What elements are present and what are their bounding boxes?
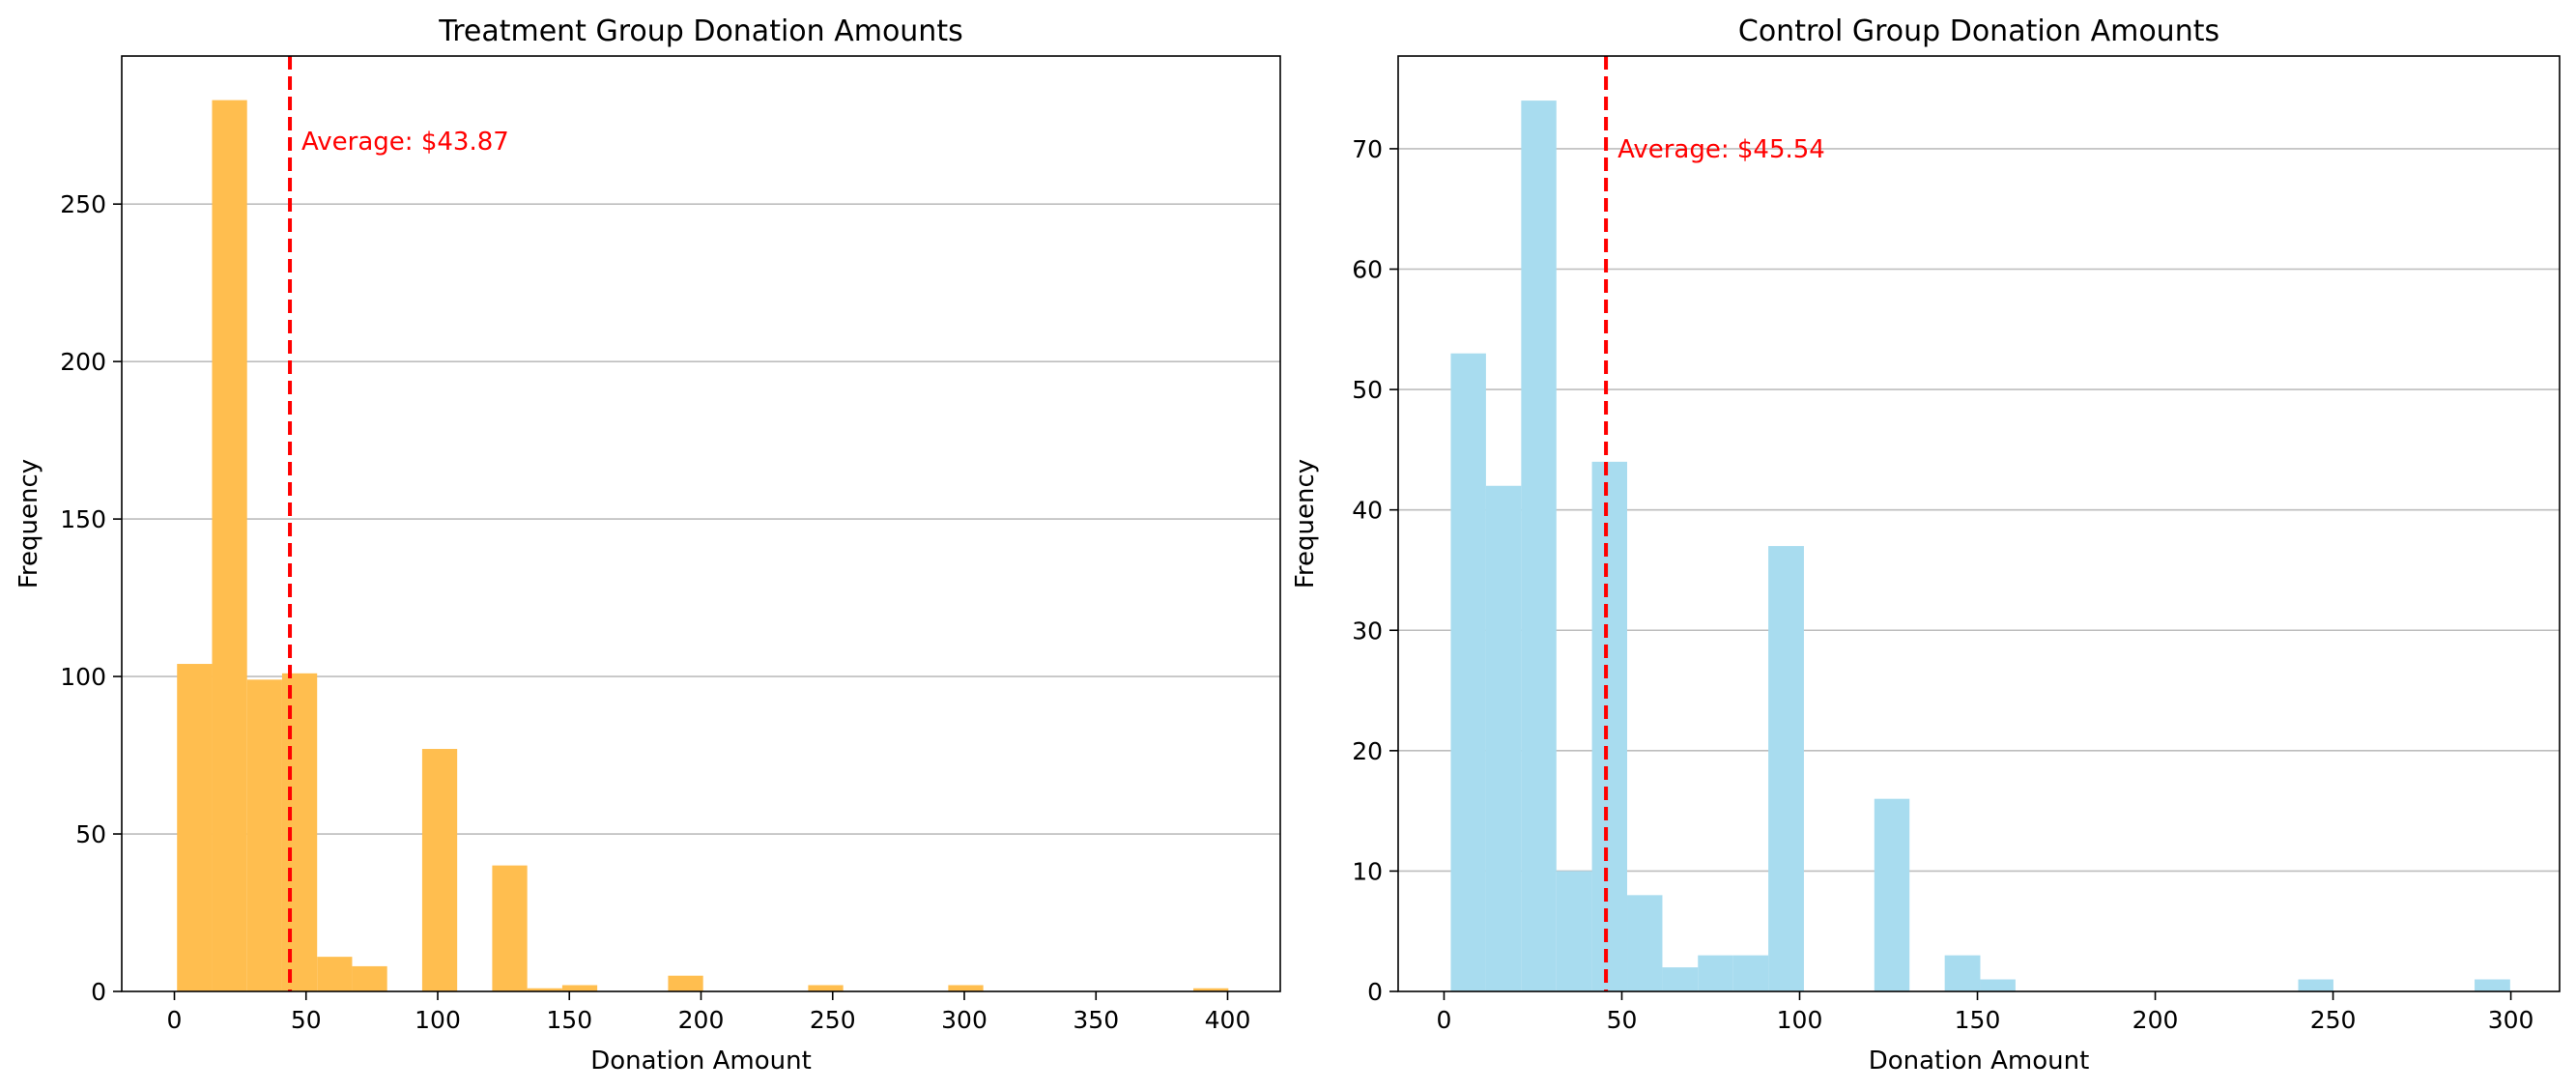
x-tick-label: 150 (546, 1006, 592, 1034)
y-axis-label: Frequency (1291, 459, 1320, 588)
histogram-bar (317, 957, 353, 991)
y-tick-label: 40 (1352, 497, 1383, 525)
histogram-bar (421, 749, 458, 991)
histogram-bar (1980, 979, 2016, 991)
x-tick-label: 200 (678, 1006, 725, 1034)
histogram-bar (2475, 979, 2510, 991)
chart-title: Treatment Group Donation Amounts (438, 14, 962, 48)
y-tick-label: 150 (60, 505, 106, 533)
x-tick-label: 300 (941, 1006, 987, 1034)
x-tick-label: 100 (1777, 1006, 1823, 1034)
x-tick-label: 400 (1205, 1006, 1251, 1034)
mean-annotation: Average: $45.54 (1617, 135, 1825, 164)
axes-frame (1397, 55, 2561, 992)
y-tick-label: 50 (75, 820, 106, 848)
histogram-bar (1193, 988, 1229, 991)
x-tick-label: 300 (2488, 1006, 2534, 1034)
x-tick-label: 350 (1073, 1006, 1119, 1034)
y-axis-label: Frequency (14, 459, 43, 588)
histogram-bar (1485, 485, 1522, 992)
histogram-bar (1732, 955, 1769, 991)
histogram-bar (246, 679, 282, 991)
histogram-bar (1556, 871, 1592, 991)
histogram-bar (281, 673, 318, 991)
y-tick-label: 20 (1352, 737, 1383, 765)
mean-annotation: Average: $43.87 (301, 128, 509, 157)
treatment-chart: Average: $43.87 0 50 100 150 200 250 300 350 400 0… (14, 14, 1281, 1076)
histogram-bar (1521, 100, 1557, 992)
x-axis-label: Donation Amount (590, 1047, 812, 1076)
histogram-bar (212, 100, 247, 991)
histogram-bar (1768, 546, 1804, 991)
y-tick-label: 200 (60, 348, 106, 376)
x-tick-label: 200 (2132, 1006, 2179, 1034)
histogram-bar (1627, 895, 1663, 991)
x-tick-label: 0 (1437, 1006, 1452, 1034)
control-chart: Average: $45.54 0 50 100 150 200 250 300 0 10 20 30… (1291, 14, 2561, 1076)
y-tick-label: 100 (60, 663, 106, 691)
chart-title: Control Group Donation Amounts (1738, 14, 2219, 48)
y-tick-label: 10 (1352, 857, 1383, 885)
x-tick-label: 50 (1607, 1006, 1638, 1034)
x-tick-label: 250 (810, 1006, 856, 1034)
histogram-bar (1450, 353, 1486, 991)
histogram-bar (352, 965, 387, 991)
x-axis-label: Donation Amount (1869, 1047, 2090, 1076)
y-tick-label: 70 (1352, 135, 1383, 163)
y-tick-label: 30 (1352, 617, 1383, 645)
y-tick-label: 0 (1367, 978, 1383, 1006)
y-tick-label: 60 (1352, 256, 1383, 284)
histogram-bar (1698, 955, 1733, 991)
histogram-bar (668, 975, 703, 991)
x-tick-label: 250 (2310, 1006, 2357, 1034)
histogram-bar (948, 985, 984, 991)
histogram-bar (177, 664, 213, 991)
histogram-bar (2298, 979, 2333, 991)
x-tick-label: 100 (415, 1006, 461, 1034)
histogram-bar (561, 985, 598, 991)
y-tick-label: 0 (91, 978, 106, 1006)
x-tick-label: 50 (291, 1006, 322, 1034)
histogram-bar (527, 988, 562, 991)
x-tick-label: 0 (167, 1006, 183, 1034)
y-tick-label: 50 (1352, 376, 1383, 404)
histogram-bar (1591, 461, 1628, 991)
histogram-bar (1874, 798, 1910, 991)
histogram-bar (808, 985, 844, 991)
histogram-bar (1944, 955, 1981, 991)
histogram-bar (1662, 967, 1699, 991)
x-tick-label: 150 (1955, 1006, 2001, 1034)
y-tick-label: 250 (60, 190, 106, 218)
histogram-bar (492, 865, 528, 991)
